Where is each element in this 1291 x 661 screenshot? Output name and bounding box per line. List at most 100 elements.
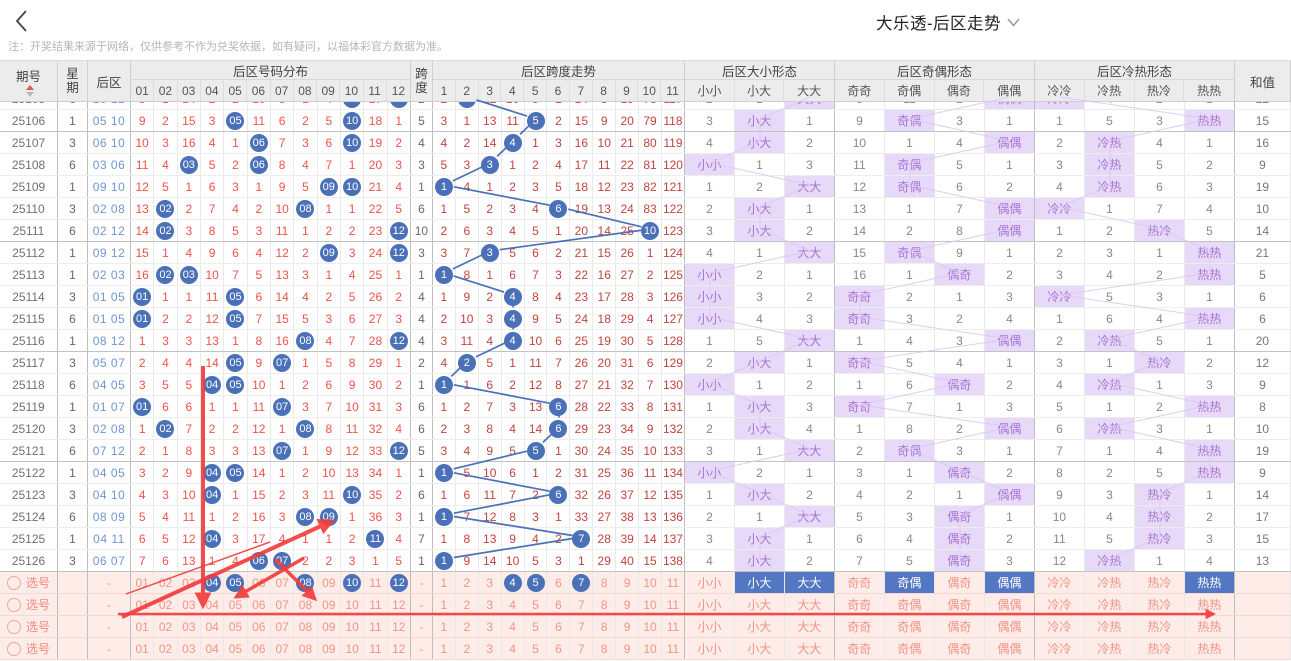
- pick-oe-奇奇[interactable]: 奇奇: [835, 594, 885, 615]
- pick-span-5[interactable]: 5: [525, 638, 548, 659]
- pick-cell[interactable]: 选号: [0, 594, 58, 615]
- pick-ch-热冷[interactable]: 热冷: [1135, 616, 1185, 637]
- pick-cell[interactable]: 选号: [0, 572, 58, 593]
- pick-span-9[interactable]: 9: [616, 572, 640, 593]
- pick-number-09[interactable]: 09: [318, 638, 341, 659]
- pick-oe-偶偶[interactable]: 偶偶: [984, 572, 1035, 593]
- pick-number-03[interactable]: 03: [178, 594, 201, 615]
- pick-span-6[interactable]: 6: [547, 594, 571, 615]
- pick-number-06[interactable]: 06: [248, 594, 271, 615]
- pick-span-11[interactable]: 11: [662, 594, 685, 615]
- pick-number-10[interactable]: 10: [341, 616, 365, 637]
- pick-span-10[interactable]: 10: [639, 616, 662, 637]
- pick-size-小小[interactable]: 小小: [685, 594, 735, 615]
- pick-number-01[interactable]: 01: [131, 572, 155, 593]
- pick-ch-热热[interactable]: 热热: [1185, 594, 1235, 615]
- pick-span-8[interactable]: 8: [593, 572, 617, 593]
- pick-cell[interactable]: 选号: [0, 616, 58, 637]
- pick-number-07[interactable]: 07: [271, 616, 295, 637]
- pick-cell[interactable]: 选号: [0, 638, 58, 659]
- pick-span-2[interactable]: 2: [456, 616, 479, 637]
- pick-number-06[interactable]: 06: [248, 638, 271, 659]
- pick-ch-热冷[interactable]: 热冷: [1135, 638, 1185, 659]
- pick-number-10[interactable]: 10: [341, 638, 365, 659]
- pick-span-9[interactable]: 9: [616, 638, 640, 659]
- pick-number-12[interactable]: 12: [388, 594, 411, 615]
- pick-span-7[interactable]: 7: [570, 594, 594, 615]
- pick-size-小大[interactable]: 小大: [735, 616, 785, 637]
- pick-number-04[interactable]: 04: [201, 572, 225, 593]
- pick-oe-偶奇[interactable]: 偶奇: [935, 616, 985, 637]
- pick-ch-冷冷[interactable]: 冷冷: [1035, 616, 1085, 637]
- pick-number-08[interactable]: 08: [294, 594, 318, 615]
- pick-oe-偶奇[interactable]: 偶奇: [935, 572, 985, 593]
- pick-size-小小[interactable]: 小小: [685, 638, 735, 659]
- pick-size-大大[interactable]: 大大: [785, 616, 835, 637]
- pick-radio[interactable]: [6, 619, 21, 634]
- pick-ch-冷热[interactable]: 冷热: [1085, 572, 1135, 593]
- pick-span-4[interactable]: 4: [502, 594, 525, 615]
- pick-ch-冷热[interactable]: 冷热: [1085, 616, 1135, 637]
- pick-number-09[interactable]: 09: [318, 572, 341, 593]
- pick-span-4[interactable]: 4: [502, 616, 525, 637]
- pick-span-10[interactable]: 10: [639, 638, 662, 659]
- pick-ch-热热[interactable]: 热热: [1185, 616, 1235, 637]
- pick-number-02[interactable]: 02: [154, 594, 178, 615]
- pick-number-09[interactable]: 09: [318, 616, 341, 637]
- pick-size-小大[interactable]: 小大: [734, 572, 785, 593]
- pick-span-9[interactable]: 9: [616, 616, 640, 637]
- pick-radio[interactable]: [6, 597, 21, 612]
- pick-oe-偶奇[interactable]: 偶奇: [935, 638, 985, 659]
- pick-span-6[interactable]: 6: [547, 616, 571, 637]
- pick-span-5[interactable]: 5: [525, 594, 548, 615]
- pick-span-9[interactable]: 9: [616, 594, 640, 615]
- pick-number-08[interactable]: 08: [294, 616, 318, 637]
- pick-oe-奇奇[interactable]: 奇奇: [835, 572, 885, 593]
- pick-number-07[interactable]: 07: [271, 594, 295, 615]
- pick-number-07[interactable]: 07: [271, 572, 295, 593]
- pick-number-04[interactable]: 04: [201, 638, 225, 659]
- pick-ch-热热[interactable]: 热热: [1184, 572, 1235, 593]
- pick-span-7[interactable]: 7: [570, 572, 594, 593]
- sort-desc-icon[interactable]: [26, 91, 34, 97]
- pick-span-10[interactable]: 10: [639, 572, 662, 593]
- pick-number-02[interactable]: 02: [154, 616, 178, 637]
- pick-size-大大[interactable]: 大大: [785, 594, 835, 615]
- pick-ch-热冷[interactable]: 热冷: [1135, 594, 1185, 615]
- pick-number-05[interactable]: 05: [224, 616, 248, 637]
- pick-span-11[interactable]: 11: [662, 616, 685, 637]
- pick-ch-热热[interactable]: 热热: [1185, 638, 1235, 659]
- pick-span-3[interactable]: 3: [479, 572, 502, 593]
- pick-number-05[interactable]: 05: [224, 594, 248, 615]
- pick-number-04[interactable]: 04: [201, 594, 225, 615]
- pick-oe-奇偶[interactable]: 奇偶: [885, 594, 935, 615]
- pick-number-09[interactable]: 09: [318, 594, 341, 615]
- pick-span-8[interactable]: 8: [593, 594, 617, 615]
- pick-radio[interactable]: [6, 641, 21, 656]
- pick-number-02[interactable]: 02: [154, 638, 178, 659]
- pick-number-04[interactable]: 04: [201, 616, 225, 637]
- pick-number-11[interactable]: 11: [364, 616, 388, 637]
- pick-span-4[interactable]: 4: [502, 638, 525, 659]
- pick-span-1[interactable]: 1: [433, 638, 456, 659]
- pick-number-07[interactable]: 07: [271, 638, 295, 659]
- pick-span-4[interactable]: 4: [502, 572, 525, 593]
- pick-oe-奇奇[interactable]: 奇奇: [835, 638, 885, 659]
- back-button[interactable]: [12, 8, 34, 34]
- pick-oe-偶奇[interactable]: 偶奇: [935, 594, 985, 615]
- pick-number-03[interactable]: 03: [178, 616, 201, 637]
- pick-ch-冷冷[interactable]: 冷冷: [1035, 572, 1085, 593]
- sort-asc-icon[interactable]: [26, 84, 34, 90]
- pick-ch-冷冷[interactable]: 冷冷: [1035, 594, 1085, 615]
- pick-size-大大[interactable]: 大大: [784, 572, 835, 593]
- pick-oe-奇偶[interactable]: 奇偶: [885, 638, 935, 659]
- pick-span-2[interactable]: 2: [456, 594, 479, 615]
- pick-oe-奇偶[interactable]: 奇偶: [884, 572, 935, 593]
- pick-number-12[interactable]: 12: [388, 616, 411, 637]
- pick-oe-偶偶[interactable]: 偶偶: [985, 638, 1035, 659]
- sort-icons[interactable]: [26, 84, 34, 97]
- pick-size-大大[interactable]: 大大: [785, 638, 835, 659]
- pick-number-01[interactable]: 01: [131, 594, 155, 615]
- pick-span-7[interactable]: 7: [570, 638, 594, 659]
- pick-ch-冷冷[interactable]: 冷冷: [1035, 638, 1085, 659]
